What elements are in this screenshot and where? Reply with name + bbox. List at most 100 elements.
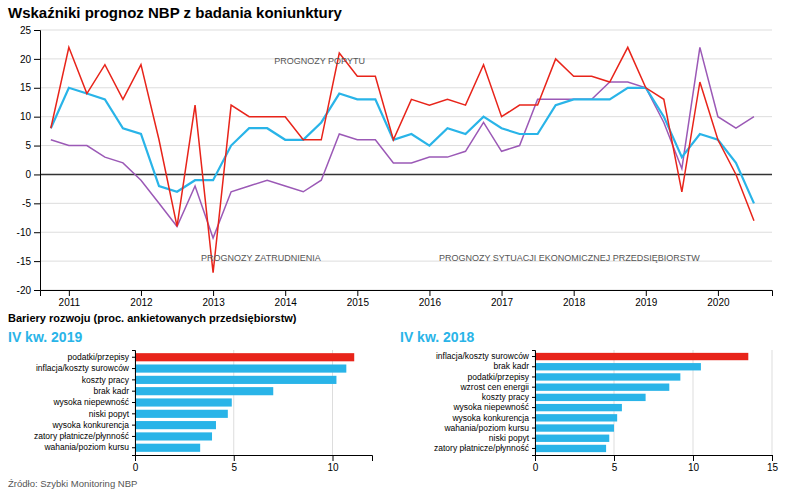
tick-mark bbox=[532, 417, 535, 418]
tick: koszty pracy bbox=[82, 375, 135, 385]
annotation: PROGNOZY ZATRUDNIENIA bbox=[201, 253, 321, 263]
chart-title: IV kw. 2018 bbox=[400, 329, 474, 345]
tick-label: brak kadr bbox=[94, 386, 130, 396]
tick-label: 15 bbox=[767, 462, 779, 473]
tick-mark bbox=[532, 448, 535, 449]
tick: zatory płatnicze/płynność bbox=[434, 443, 535, 453]
tick-label: wahania/poziom kursu bbox=[443, 423, 529, 433]
tick-mark bbox=[532, 438, 535, 439]
tick-mark bbox=[141, 290, 142, 296]
tick: inflacja/koszty surowców bbox=[36, 363, 135, 373]
tick-mark bbox=[532, 407, 535, 408]
tick-label: wysoka konkurencja bbox=[451, 413, 529, 423]
tick: 0 bbox=[133, 455, 139, 473]
tick-label: niski popyt bbox=[89, 409, 130, 419]
tick-mark bbox=[34, 146, 40, 147]
bar bbox=[135, 444, 200, 452]
tick-label: 2014 bbox=[275, 297, 298, 308]
tick: wysoka niepewność bbox=[452, 402, 535, 412]
y-axis: zatory płatnicze/płynnośćniski popytwaha… bbox=[434, 351, 535, 456]
tick: 15 bbox=[20, 82, 40, 93]
tick-mark bbox=[532, 397, 535, 398]
chart-svg: Wskaźniki prognoz NBP z badania koniunkt… bbox=[0, 0, 788, 492]
tick: 5 bbox=[25, 140, 40, 151]
axis-line bbox=[136, 456, 373, 462]
tick-label: 0 bbox=[533, 462, 539, 473]
tick: brak kadr bbox=[494, 361, 535, 371]
tick: 2019 bbox=[635, 290, 658, 308]
grid-line bbox=[40, 87, 772, 88]
bar bbox=[535, 394, 646, 401]
tick-label: 10 bbox=[327, 462, 339, 473]
tick: wahania/poziom kursu bbox=[43, 442, 135, 452]
tick: 5 bbox=[612, 455, 618, 473]
tick-label: -5 bbox=[22, 198, 31, 209]
bar bbox=[135, 376, 336, 384]
tick: 25 bbox=[20, 25, 40, 36]
tick-label: 10 bbox=[688, 462, 700, 473]
grid-line bbox=[40, 30, 772, 31]
tick-label: inflacja/koszty surowców bbox=[36, 363, 130, 373]
tick: 5 bbox=[231, 455, 237, 473]
tick-mark bbox=[333, 455, 334, 461]
tick-mark bbox=[532, 376, 535, 377]
grid-line bbox=[40, 232, 772, 233]
tick: 2015 bbox=[347, 290, 370, 308]
plot-area bbox=[535, 353, 748, 452]
tick-mark bbox=[772, 455, 773, 461]
grid-line bbox=[40, 58, 772, 59]
tick-mark bbox=[34, 203, 40, 204]
tick-mark bbox=[34, 117, 40, 118]
tick-mark bbox=[132, 436, 135, 437]
tick-label: 5 bbox=[231, 462, 237, 473]
tick-label: 5 bbox=[612, 462, 618, 473]
tick-label: podatki/przepisy bbox=[468, 372, 530, 382]
tick: wzrost cen energii bbox=[459, 382, 535, 392]
tick: brak kadr bbox=[94, 386, 135, 396]
bar bbox=[535, 414, 617, 421]
tick: 10 bbox=[688, 455, 700, 473]
tick-label: podatki/przepisy bbox=[68, 352, 130, 362]
grid bbox=[40, 30, 772, 290]
tick: 2014 bbox=[275, 290, 298, 308]
tick: koszty pracy bbox=[482, 392, 535, 402]
tick-mark bbox=[132, 447, 135, 448]
tick-mark bbox=[234, 455, 235, 461]
subtitle: Bariery rozwoju (proc. ankietowanych prz… bbox=[8, 312, 297, 324]
tick: 10 bbox=[20, 111, 40, 122]
tick: niski popyt bbox=[89, 409, 135, 419]
tick-mark bbox=[34, 232, 40, 233]
tick-mark bbox=[34, 30, 40, 31]
annotation: PROGNOZY POPYTU bbox=[274, 56, 365, 66]
tick: -15 bbox=[17, 256, 40, 267]
bar bbox=[535, 404, 622, 411]
tick: wysoka konkurencja bbox=[451, 413, 535, 423]
source-note: Źródło: Szybki Monitoring NBP bbox=[8, 478, 137, 489]
tick: 2018 bbox=[563, 290, 586, 308]
bar bbox=[535, 445, 606, 452]
tick-label: koszty pracy bbox=[482, 392, 530, 402]
bar bbox=[135, 410, 228, 418]
tick-mark bbox=[34, 59, 40, 60]
tick: 0 bbox=[25, 169, 40, 180]
axis-line bbox=[41, 291, 773, 297]
tick: 2012 bbox=[130, 290, 153, 308]
axis-line bbox=[132, 351, 136, 456]
tick-label: wzrost cen energii bbox=[459, 382, 529, 392]
tick-label: 20 bbox=[20, 54, 32, 65]
zero-line bbox=[40, 174, 772, 176]
tick-label: 2017 bbox=[491, 297, 514, 308]
tick-label: wysoka konkurencja bbox=[51, 420, 129, 430]
series-line bbox=[51, 47, 754, 272]
tick-label: wysoka niepewność bbox=[52, 397, 129, 407]
tick-mark bbox=[132, 402, 135, 403]
tick: wysoka konkurencja bbox=[51, 420, 135, 430]
tick-mark bbox=[574, 290, 575, 296]
tick: 2013 bbox=[202, 290, 225, 308]
tick: 0 bbox=[533, 455, 539, 473]
tick-label: inflacja/koszty surowców bbox=[436, 351, 530, 361]
tick-label: wysoka niepewność bbox=[452, 402, 529, 412]
tick-mark bbox=[646, 290, 647, 296]
tick: 2016 bbox=[419, 290, 442, 308]
tick: 10 bbox=[327, 455, 339, 473]
